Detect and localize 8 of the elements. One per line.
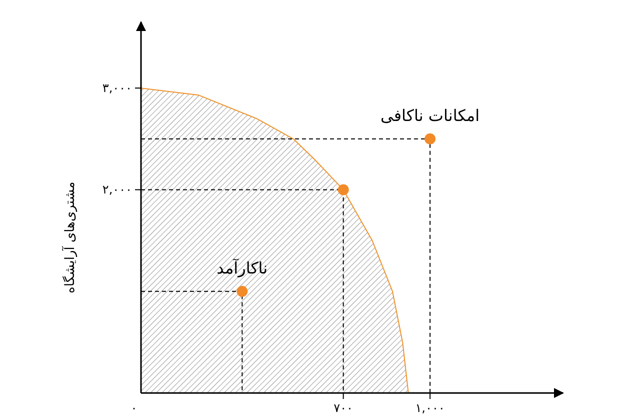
x-tick-label: ۰ <box>130 401 138 415</box>
x-tick-label: ۱,۰۰۰ <box>415 401 445 415</box>
annotation: امکانات ناکافی <box>380 106 480 125</box>
y-axis-title: مشتری‌های آرایشگاه <box>61 182 78 294</box>
annotation: ناکارآمد <box>216 257 268 278</box>
x-tick-label: ۷۰۰ <box>334 401 353 415</box>
y-tick-label: ۳,۰۰۰ <box>102 81 132 96</box>
y-tick-label: ۲,۰۰۰ <box>102 182 132 197</box>
